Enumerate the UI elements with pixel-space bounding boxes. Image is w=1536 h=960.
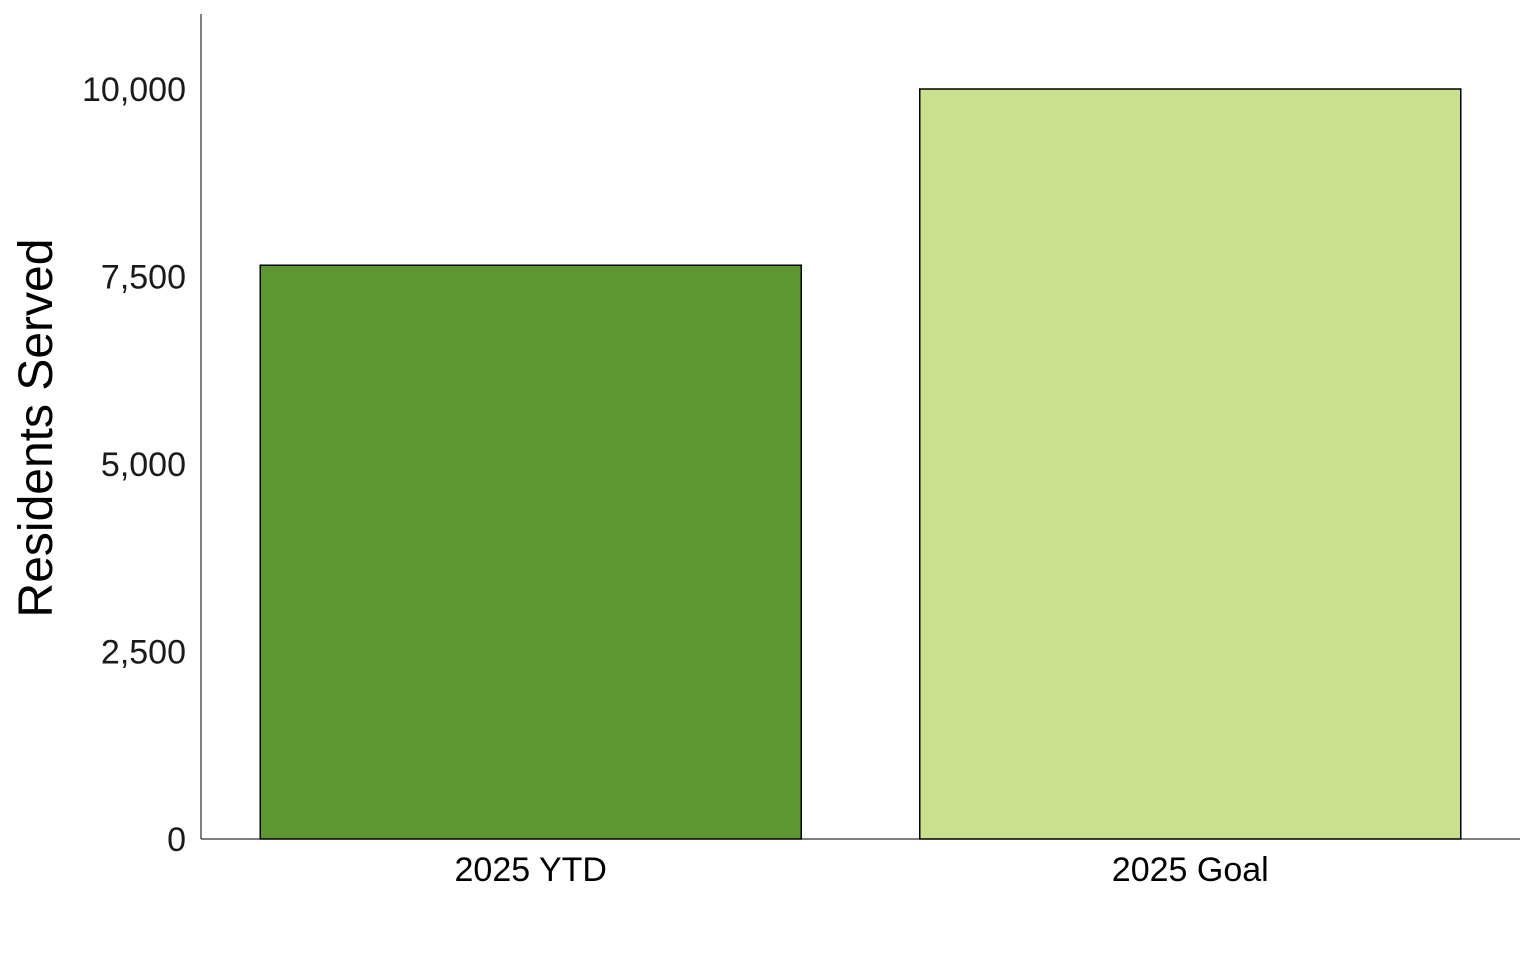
bars xyxy=(259,88,1462,840)
x-tick-label: 2025 Goal xyxy=(1112,851,1269,889)
y-tick-label: 7,500 xyxy=(101,259,186,297)
y-tick-label: 0 xyxy=(167,821,186,859)
x-tick-label: 2025 YTD xyxy=(455,851,607,889)
y-tick-label: 5,000 xyxy=(101,446,186,484)
y-tick-label: 2,500 xyxy=(101,634,186,672)
bar-2025-goal xyxy=(919,88,1462,840)
y-axis-title: Residents Served xyxy=(10,239,63,618)
y-axis-ticks: 0 2,500 5,000 7,500 10,000 xyxy=(82,71,186,859)
x-axis-labels: 2025 YTD 2025 Goal xyxy=(455,851,1269,889)
bar-2025-ytd xyxy=(259,264,802,840)
y-tick-label: 10,000 xyxy=(82,71,186,109)
